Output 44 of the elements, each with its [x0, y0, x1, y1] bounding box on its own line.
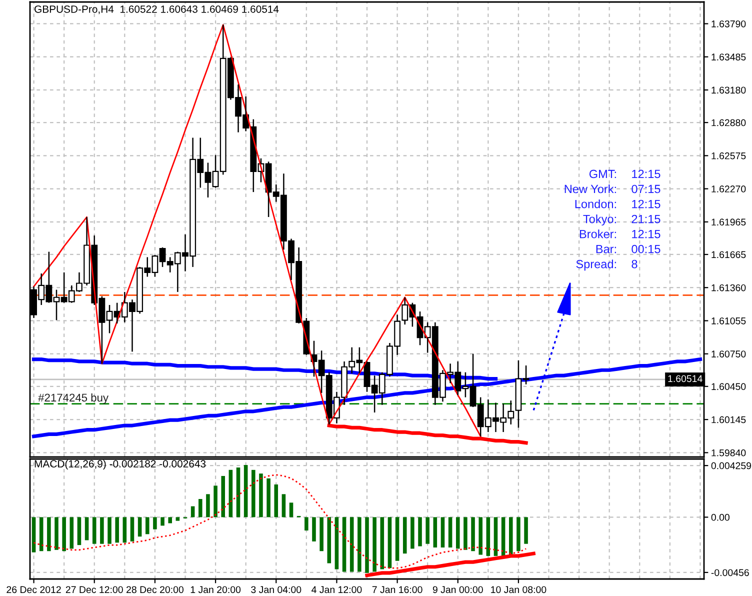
x-tick-label: 4 Jan 12:00 [312, 586, 362, 594]
y-tick-label: 1.62575 [712, 152, 746, 160]
annotation: Spread: [576, 260, 616, 271]
annotation: GMT: [589, 170, 616, 178]
y-tick-label: -0.00456 [711, 569, 749, 576]
annotation: Tokyo: [583, 214, 616, 226]
annotation: 12:15 [632, 230, 660, 238]
annotation: 12:15 [632, 200, 660, 208]
x-tick-label: 9 Jan 00:00 [432, 586, 483, 594]
annotation: Broker: [580, 230, 616, 238]
ref-line-label: 1.60514 [668, 375, 702, 382]
annotation: 12:15 [632, 170, 660, 178]
annotation: New York: [564, 184, 616, 194]
y-tick-label: 1.61665 [712, 251, 746, 258]
x-tick-label: 1 Jan 20:00 [190, 586, 241, 594]
y-tick-label: 0.004259 [711, 462, 752, 470]
x-tick-label: 26 Dec 2012 [6, 586, 61, 594]
y-tick-label: 1.62270 [712, 186, 746, 192]
y-tick-label: 1.59840 [712, 449, 746, 456]
y-tick-label: 1.61965 [712, 218, 746, 226]
y-tick-label: 1.60750 [712, 350, 746, 358]
x-tick-label: 3 Jan 04:00 [251, 586, 302, 594]
y-tick-label: 0.00 [711, 514, 730, 521]
ref-line-label: #2174245 buy [38, 393, 109, 404]
y-tick-label: 1.60145 [712, 416, 746, 424]
x-tick-label: 10 Jan 08:00 [491, 586, 546, 594]
y-tick-label: 1.63180 [712, 86, 746, 94]
annotation: Bar: [596, 244, 616, 254]
annotation: 8 [632, 260, 638, 268]
annotation: London: [575, 200, 616, 208]
annotation: 07:15 [632, 184, 660, 194]
y-tick-label: 1.62880 [712, 119, 746, 126]
y-tick-label: 1.63790 [712, 20, 746, 28]
annotation: 00:15 [632, 244, 660, 254]
x-tick-label: 7 Jan 16:00 [372, 586, 422, 594]
chart-title: MACD(12,26,9) -0.002182 -0.002643 [34, 460, 206, 470]
y-tick-label: 1.60450 [712, 383, 746, 390]
y-tick-label: 1.63485 [712, 54, 746, 60]
y-tick-label: 1.61360 [712, 284, 746, 292]
x-tick-label: 27 Dec 12:00 [66, 586, 123, 594]
chart-title: GBPUSD-Pro,H4 1.60522 1.60643 1.60469 1.60514 [34, 5, 279, 14]
y-tick-label: 1.61055 [712, 317, 746, 324]
x-tick-label: 28 Dec 20:00 [126, 586, 184, 594]
annotation: 21:15 [632, 214, 660, 224]
